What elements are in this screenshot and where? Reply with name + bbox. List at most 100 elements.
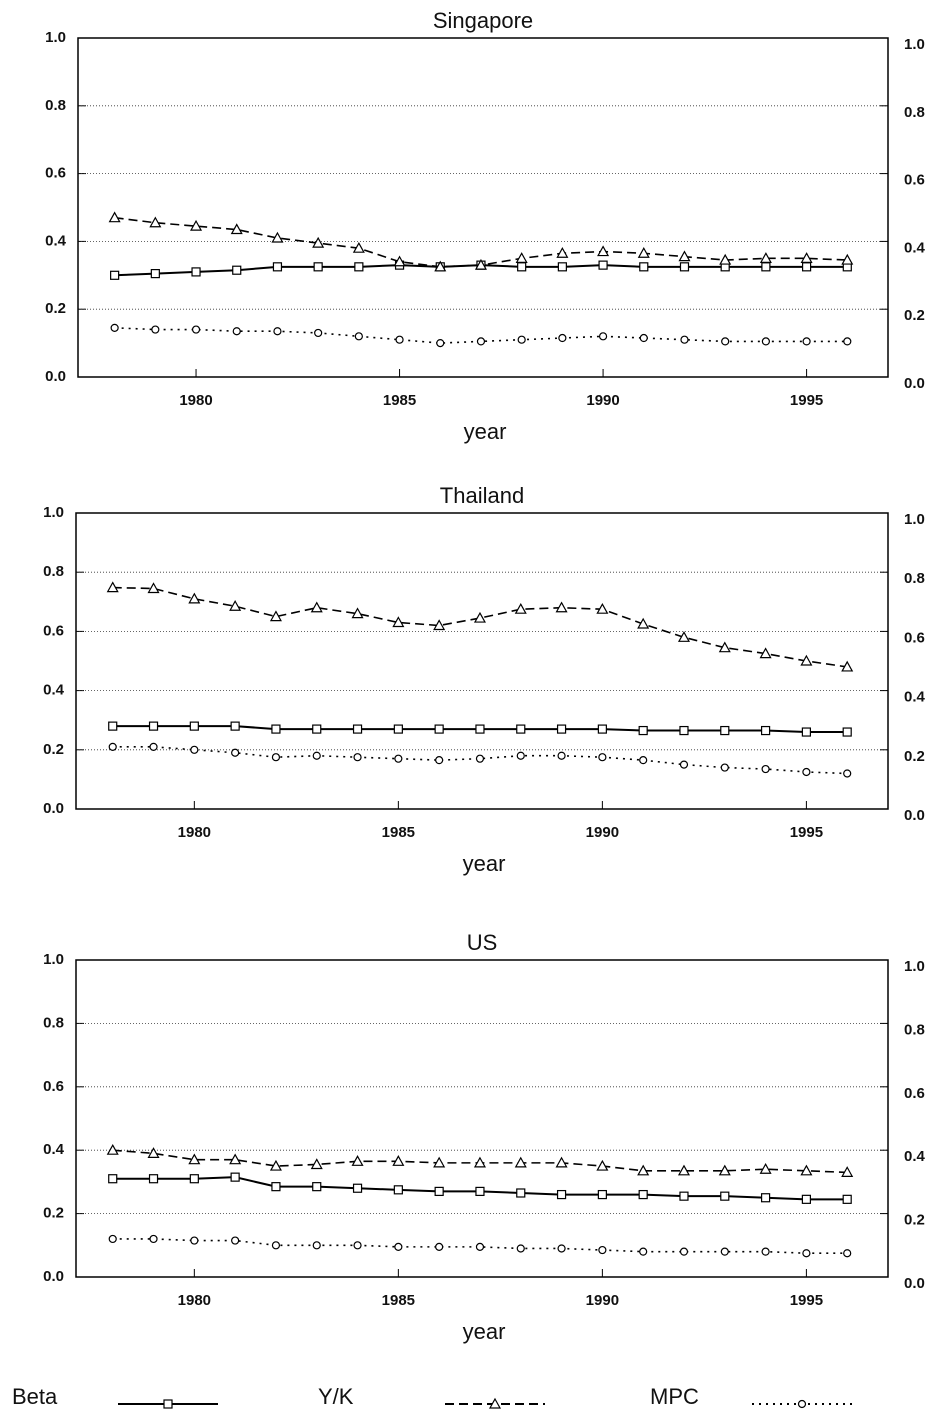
circle-marker [190,745,199,754]
square-marker [842,1194,852,1204]
square-marker [556,1189,567,1200]
square-marker [271,724,281,734]
legend-label: Y/K [318,1384,354,1409]
triangle-marker [637,1164,650,1176]
square-marker [230,721,240,731]
square-marker [312,724,322,734]
chart-title: US [467,930,498,955]
square-marker [108,721,118,731]
triangle-marker [759,1162,772,1174]
square-marker [393,724,403,734]
triangle-marker [106,581,119,593]
square-marker [313,262,323,272]
triangle-marker [190,219,203,231]
circle-marker [271,1241,281,1250]
y2-tick-label: 0.4 [904,1148,926,1165]
x-tick-label: 1995 [790,1292,823,1309]
circle-marker [721,337,730,346]
square-marker [597,1189,607,1200]
x-axis-label: year [463,1319,506,1344]
y2-tick-label: 0.0 [904,807,925,824]
x-tick-label: 1985 [382,1292,415,1309]
circle-marker [761,337,770,346]
square-marker [272,262,283,272]
circle-marker [273,327,282,336]
circle-marker [312,751,321,760]
circle-marker [231,748,240,757]
circle-marker [354,332,363,341]
x-tick-label: 1980 [178,1292,211,1309]
circle-marker [149,1234,158,1244]
y2-tick-label: 1.0 [904,511,925,528]
legend-marker [488,1397,502,1409]
triangle-marker [147,1147,160,1158]
circle-marker [353,753,362,762]
y-tick-label: 0.4 [43,1141,65,1158]
square-marker [352,724,363,734]
y-tick-label: 0.8 [45,97,66,114]
chart-title: Thailand [440,483,524,508]
plot-frame [75,512,889,810]
circle-marker [231,1236,240,1245]
circle-marker [190,1236,199,1245]
y-tick-label: 0.0 [45,368,66,385]
y2-tick-label: 0.6 [904,629,925,646]
circle-marker [679,1247,689,1256]
y-tick-label: 0.0 [43,1268,64,1285]
y-tick-label: 0.4 [45,232,67,249]
triangle-marker [229,600,242,611]
circle-marker [435,1242,444,1251]
square-marker [842,727,852,737]
triangle-marker [230,223,243,235]
triangle-marker [434,260,447,272]
square-marker [148,721,159,731]
circle-marker [557,1244,566,1253]
circle-marker [639,333,648,343]
circle-marker [639,1247,648,1256]
y2-tick-label: 0.8 [904,104,925,121]
triangle-marker [800,654,813,666]
x-tick-label: 1985 [383,392,416,409]
triangle-marker [312,236,325,248]
triangle-marker [514,602,527,614]
circle-marker [394,754,403,763]
square-marker [597,724,607,734]
circle-marker [679,760,689,769]
square-marker [760,725,771,736]
circle-marker [475,1242,485,1251]
circle-marker [516,1244,525,1253]
legend-label: MPC [650,1384,699,1409]
y-tick-label: 0.2 [45,300,66,317]
square-marker [720,1191,730,1201]
square-marker [801,262,812,272]
square-marker [557,262,567,272]
triangle-marker [351,1155,364,1166]
y-tick-label: 0.8 [43,563,64,580]
circle-marker [191,325,201,334]
y-tick-label: 0.6 [43,622,64,639]
x-tick-label: 1995 [790,824,823,841]
triangle-marker [841,1166,854,1177]
triangle-marker [596,1159,609,1171]
x-tick-label: 1995 [790,392,823,409]
y-tick-label: 1.0 [43,951,64,968]
square-marker [230,1172,240,1182]
triangle-marker [555,1156,568,1168]
square-marker [189,721,199,731]
triangle-marker [759,252,772,263]
square-marker [639,262,649,272]
triangle-marker [555,601,568,613]
square-marker [434,724,444,734]
y2-tick-label: 1.0 [904,36,925,53]
x-tick-label: 1980 [179,392,212,409]
triangle-marker [351,607,364,619]
triangle-marker [433,619,446,631]
square-marker [191,267,201,277]
square-marker [516,1188,526,1198]
square-marker [148,1174,159,1184]
circle-marker [639,756,648,765]
circle-marker [761,1247,770,1256]
triangle-marker [392,1155,405,1166]
x-tick-label: 1990 [586,824,619,841]
